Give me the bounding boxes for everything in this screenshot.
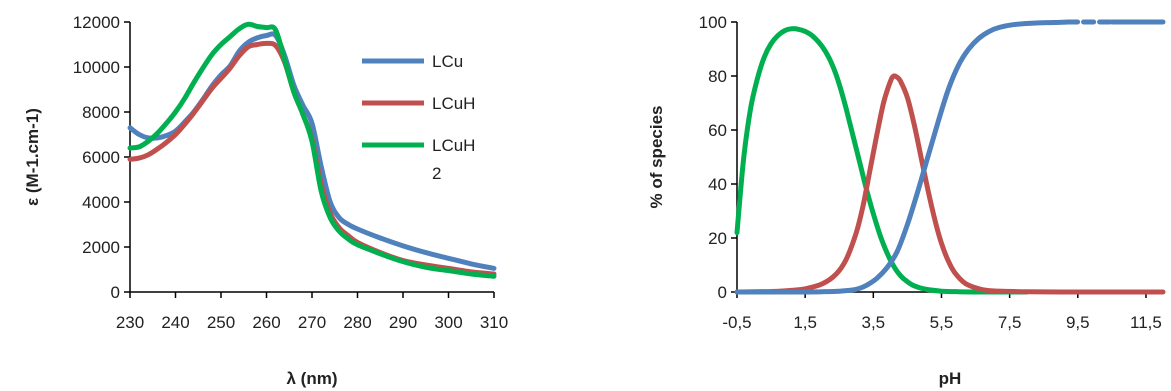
x-tick-label: 11,5 — [1130, 313, 1162, 332]
x-axis-title: λ (nm) — [287, 369, 338, 388]
legend-label-lcuh: LCuH — [432, 94, 475, 113]
x-tick-label: 1,5 — [793, 313, 817, 332]
y-axis-title: % of species — [647, 106, 666, 209]
y-tick-label: 20 — [708, 229, 727, 248]
x-tick-label: 300 — [434, 313, 462, 332]
y-tick-label: 40 — [708, 175, 727, 194]
x-tick-label: 5,5 — [930, 313, 954, 332]
y-tick-label: 0 — [718, 283, 727, 302]
x-tick-label: 9,5 — [1066, 313, 1090, 332]
y-tick-label: 6000 — [82, 148, 120, 167]
y-tick-label: 100 — [699, 13, 727, 32]
x-tick-label: 280 — [343, 313, 371, 332]
x-tick-label: 240 — [161, 313, 189, 332]
x-tick-label: 3,5 — [861, 313, 885, 332]
x-tick-label: 290 — [389, 313, 417, 332]
y-tick-label: 80 — [708, 67, 727, 86]
legend-label-lcuh-2: LCuH 2 — [432, 136, 475, 183]
series-line-series-3 — [734, 19, 1071, 295]
series-line-series-2 — [734, 73, 1166, 295]
y-axis-title: ε (M-1.cm-1) — [23, 108, 42, 206]
x-tick-label: 7,5 — [998, 313, 1022, 332]
series-line-lcuh-2 — [127, 21, 497, 279]
x-tick-label: 260 — [252, 313, 280, 332]
x-tick-label: 310 — [480, 313, 508, 332]
x-tick-label: 230 — [116, 313, 144, 332]
x-tick-label: -0,5 — [722, 313, 751, 332]
y-tick-label: 4000 — [82, 193, 120, 212]
legend-label-lcu: LCu — [432, 52, 463, 71]
y-tick-label: 10000 — [73, 58, 120, 77]
x-tick-label: 250 — [207, 313, 235, 332]
y-tick-label: 60 — [708, 121, 727, 140]
y-tick-label: 0 — [111, 283, 120, 302]
x-tick-label: 270 — [298, 313, 326, 332]
y-tick-label: 12000 — [73, 13, 120, 32]
speciation-chart: 0 20 40 60 80 100 -0,5 1,5 3,5 5,5 7,5 9,5 11,5 pH % o… — [647, 13, 1166, 388]
y-tick-label: 2000 — [82, 238, 120, 257]
series-line-lcuh — [127, 40, 497, 277]
x-axis-title: pH — [939, 369, 962, 388]
series-line-series-1 — [734, 26, 1030, 295]
spectrum-chart: 0 2000 4000 6000 8000 10000 12000 230 240 250 260 2… — [23, 13, 508, 388]
y-tick-label: 8000 — [82, 103, 120, 122]
